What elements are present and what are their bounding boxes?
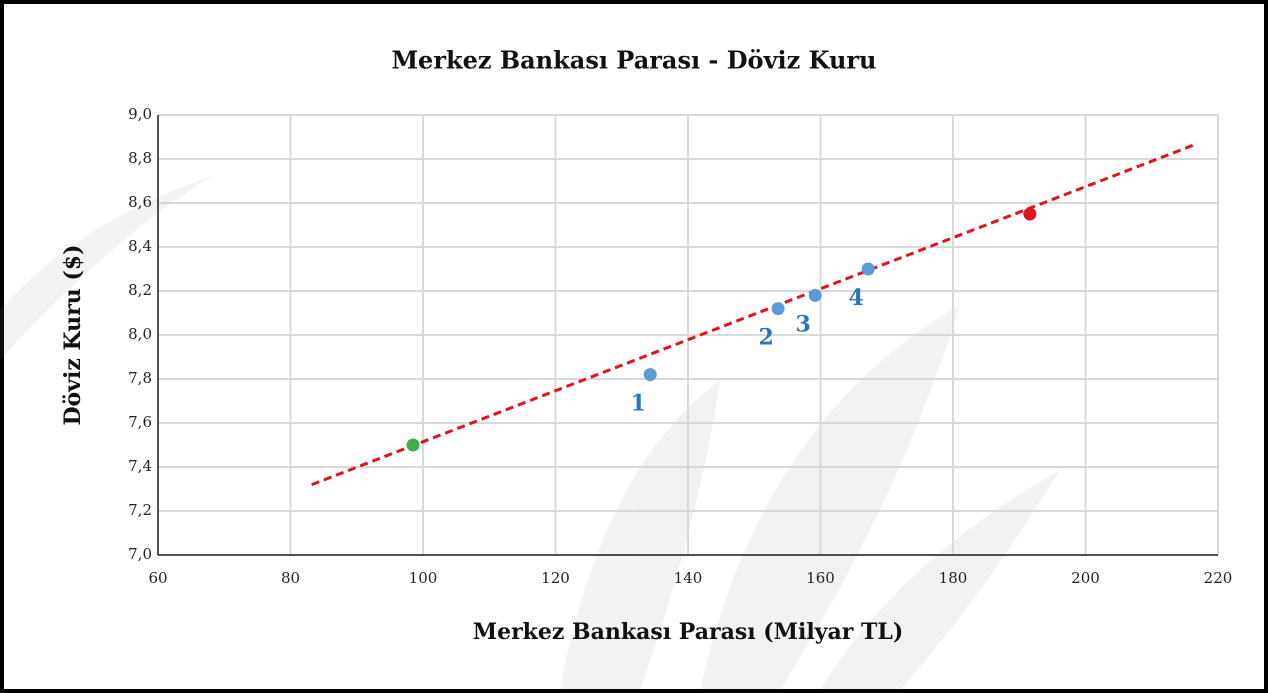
point [862,263,875,276]
x-tick-label: 160 [806,569,835,587]
point-label: 1 [631,391,646,417]
point [407,439,420,452]
x-tick-label: 220 [1204,569,1233,587]
y-tick-label: 7,8 [128,369,152,387]
point [772,302,785,315]
point-label: 3 [796,311,811,337]
point-label: 4 [849,285,864,311]
y-tick-label: 7,2 [128,501,152,519]
y-tick-label: 8,8 [128,149,152,167]
chart-title: Merkez Bankası Parası - Döviz Kuru [391,46,876,75]
y-tick-label: 7,6 [128,413,152,431]
y-tick-label: 8,0 [128,325,152,343]
point [644,368,657,381]
x-tick-label: 120 [541,569,570,587]
y-tick-label: 8,4 [128,237,152,255]
chart: Merkez Bankası Parası - Döviz Kuru Döviz… [0,0,1268,693]
y-tick-label: 8,6 [128,193,152,211]
y-tick-label: 8,2 [128,281,152,299]
y-tick-label: 9,0 [128,105,152,123]
y-tick-label: 7,4 [128,457,152,475]
x-tick-label: 100 [409,569,438,587]
x-axis-label: Merkez Bankası Parası (Milyar TL) [473,619,904,645]
x-tick-label: 140 [674,569,703,587]
point-label: 2 [758,325,773,351]
y-tick-label: 7,0 [128,545,152,563]
y-axis-label: Döviz Kuru ($) [60,244,86,425]
point [1023,208,1036,221]
point [809,289,822,302]
x-tick-label: 180 [939,569,968,587]
page: Merkez Bankası Parası - Döviz Kuru Döviz… [0,0,1268,693]
x-tick-label: 60 [148,569,167,587]
x-tick-label: 80 [281,569,300,587]
x-tick-label: 200 [1071,569,1100,587]
